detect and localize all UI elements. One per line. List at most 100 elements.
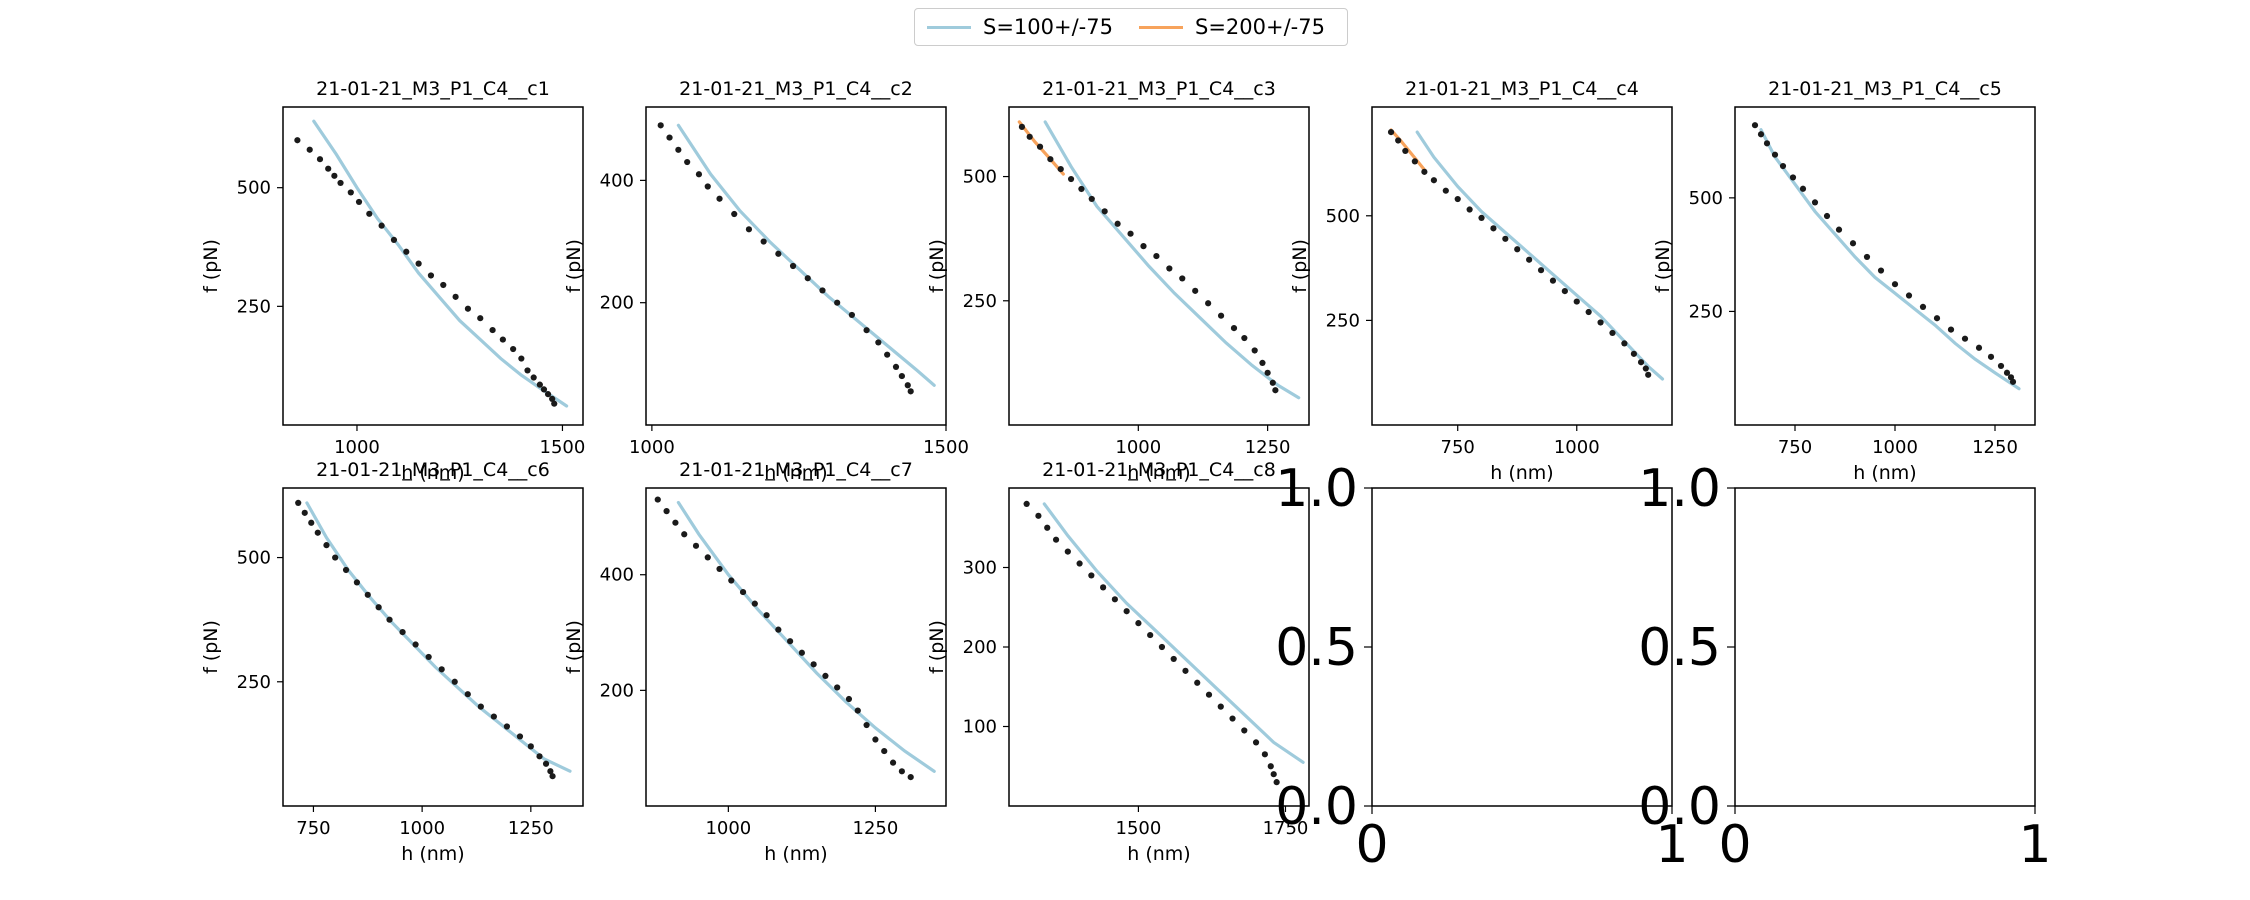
data-point: [657, 122, 664, 129]
axes-frame: [1008, 106, 1310, 426]
data-point: [684, 158, 691, 166]
data-point: [1430, 177, 1438, 184]
data-point: [1272, 387, 1279, 394]
data-point: [477, 703, 484, 710]
data-point: [763, 612, 770, 619]
data-point: [438, 666, 445, 673]
x-tick-label: 1000: [334, 437, 380, 458]
data-point: [1757, 131, 1765, 138]
y-tick-label: 0.0: [1275, 777, 1358, 837]
data-point: [301, 509, 308, 516]
panel-title: 21-01-21_M3_P1_C4__c1: [316, 78, 550, 100]
data-point: [1478, 214, 1485, 221]
data-point: [1023, 500, 1030, 507]
x-tick-label: 1750: [1263, 818, 1309, 839]
fit-line: [1043, 120, 1301, 400]
data-point: [1123, 608, 1130, 615]
data-point: [1905, 292, 1913, 299]
y-tick-label: 200: [600, 680, 634, 701]
y-tick-label: 250: [963, 291, 997, 312]
data-point: [1205, 691, 1213, 698]
data-point: [898, 768, 905, 775]
data-point: [863, 721, 870, 729]
panel-data: [654, 496, 936, 781]
legend-label-s200: S=200+/-75: [1194, 15, 1325, 39]
axes-frame: [282, 487, 584, 807]
legend-swatch-s100: [927, 25, 971, 29]
data-point: [798, 649, 805, 656]
x-axis-label: h (nm): [1127, 843, 1190, 865]
data-point: [1466, 206, 1473, 213]
data-point: [347, 189, 354, 196]
fit-line: [1017, 120, 1065, 176]
y-tick-label: 500: [1689, 188, 1723, 209]
data-point: [375, 604, 382, 611]
data-point: [1621, 340, 1628, 347]
data-point: [518, 355, 525, 362]
panel-data: [294, 119, 569, 408]
data-point: [892, 363, 900, 371]
data-point: [1261, 751, 1268, 758]
panel-data: [657, 122, 936, 395]
axes-frame: [645, 106, 947, 426]
panel-10: 0 10.00.51.0: [1638, 459, 2051, 875]
y-axis-label: f (pN): [1652, 239, 1674, 293]
panel-title: 21-01-21_M3_P1_C4__c6: [316, 459, 550, 481]
data-point: [425, 653, 432, 661]
data-point: [1264, 369, 1271, 376]
data-point: [536, 381, 543, 388]
panel-9: 0 1 0.0 0.5 1.0: [1275, 459, 1688, 875]
legend-item-s200: S=200+/-75: [1138, 15, 1325, 39]
data-point: [822, 672, 829, 680]
data-point: [804, 275, 811, 282]
panel-data: [1751, 122, 2021, 391]
x-tick-label: 1000: [629, 437, 675, 458]
data-point: [1514, 246, 1521, 253]
data-point: [415, 260, 422, 267]
panel-data: [295, 499, 572, 780]
data-point: [1205, 300, 1212, 307]
data-point: [1411, 158, 1418, 165]
data-point: [704, 554, 711, 561]
data-point: [1111, 596, 1118, 603]
data-point: [1076, 560, 1083, 567]
axes-frame: [1734, 106, 2036, 426]
data-point: [1229, 715, 1236, 722]
data-point: [1561, 288, 1568, 295]
data-point: [547, 768, 554, 775]
data-point: [1067, 175, 1075, 183]
legend: S=100+/-75 S=200+/-75: [914, 8, 1348, 46]
panel-7: 1000 1250 200 400 21-01-21_M3_P1_C4__c7h (nm…: [563, 459, 947, 865]
data-point: [499, 336, 506, 343]
y-axis-label: f (pN): [926, 620, 948, 674]
data-point: [364, 591, 371, 598]
data-point: [1771, 151, 1779, 158]
data-point: [848, 311, 855, 319]
data-point: [1502, 235, 1509, 242]
x-axis-label: h (nm): [1490, 462, 1553, 484]
data-point: [1026, 133, 1033, 140]
x-tick-label: 750: [296, 818, 330, 839]
panel-title: 21-01-21_M3_P1_C4__c7: [679, 459, 913, 481]
data-point: [1241, 727, 1248, 734]
y-tick-label: 500: [963, 167, 997, 188]
data-point: [332, 554, 339, 561]
data-point: [1849, 240, 1857, 247]
data-point: [1101, 208, 1108, 215]
data-point: [834, 299, 841, 306]
data-point: [863, 327, 870, 334]
data-point: [1642, 365, 1649, 372]
data-point: [672, 519, 679, 526]
legend-item-s100: S=100+/-75: [927, 15, 1113, 39]
y-tick-label: 250: [237, 296, 271, 317]
data-point: [1158, 643, 1166, 651]
data-point: [1273, 779, 1280, 786]
data-point: [663, 508, 670, 515]
x-tick-label: 1000: [1872, 437, 1918, 458]
y-tick-label: 250: [237, 672, 271, 693]
y-tick-label: 0.5: [1275, 618, 1358, 678]
data-point: [1637, 359, 1645, 366]
data-point: [1975, 344, 1983, 351]
x-tick-label: 750: [1778, 437, 1812, 458]
data-point: [904, 382, 911, 389]
